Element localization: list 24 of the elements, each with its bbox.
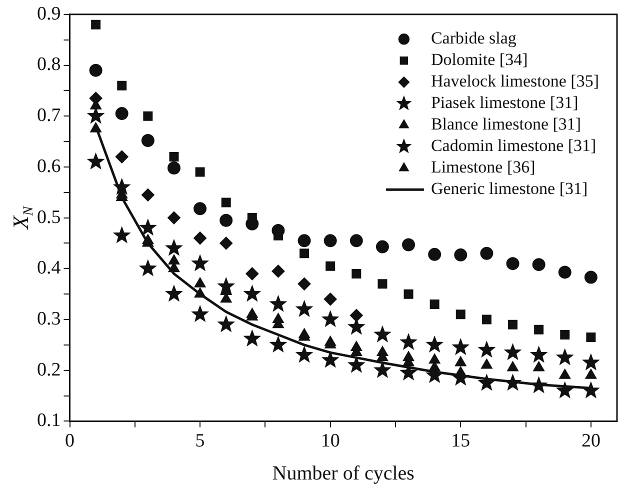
x-tick-label: 15 [451,430,470,452]
legend-label: Carbide slag [430,28,517,48]
x-tick-label: 20 [581,430,600,452]
y-tick-label: 0.1 [37,410,61,432]
x-tick-label: 5 [195,430,205,452]
x-axis-title: Number of cycles [272,462,415,484]
legend-label: Cadomin limestone [31] [430,136,596,156]
y-tick-label: 0.5 [37,206,61,228]
legend-label: Limestone [36] [430,158,536,177]
y-tick-label: 0.4 [37,258,62,279]
x-tick-label: 10 [320,430,340,452]
y-tick-label: 0.2 [37,359,61,380]
legend-label: Generic limestone [31] [430,179,588,198]
legend-label: Piasek limestone [31] [430,93,578,112]
y-tick-label: 0.9 [37,3,61,24]
legend-label: Havelock limestone [35] [430,72,600,91]
y-tick-label: 0.3 [37,308,61,330]
y-tick-label: 0.7 [37,105,61,126]
legend-label: Dolomite [34] [430,50,528,70]
x-tick-label: 0 [65,430,74,452]
y-tick-label: 0.8 [37,54,61,76]
legend-label: Blance limestone [31] [430,114,582,134]
y-axis-title: XN [8,206,37,230]
y-tick-label: 0.6 [37,156,61,177]
